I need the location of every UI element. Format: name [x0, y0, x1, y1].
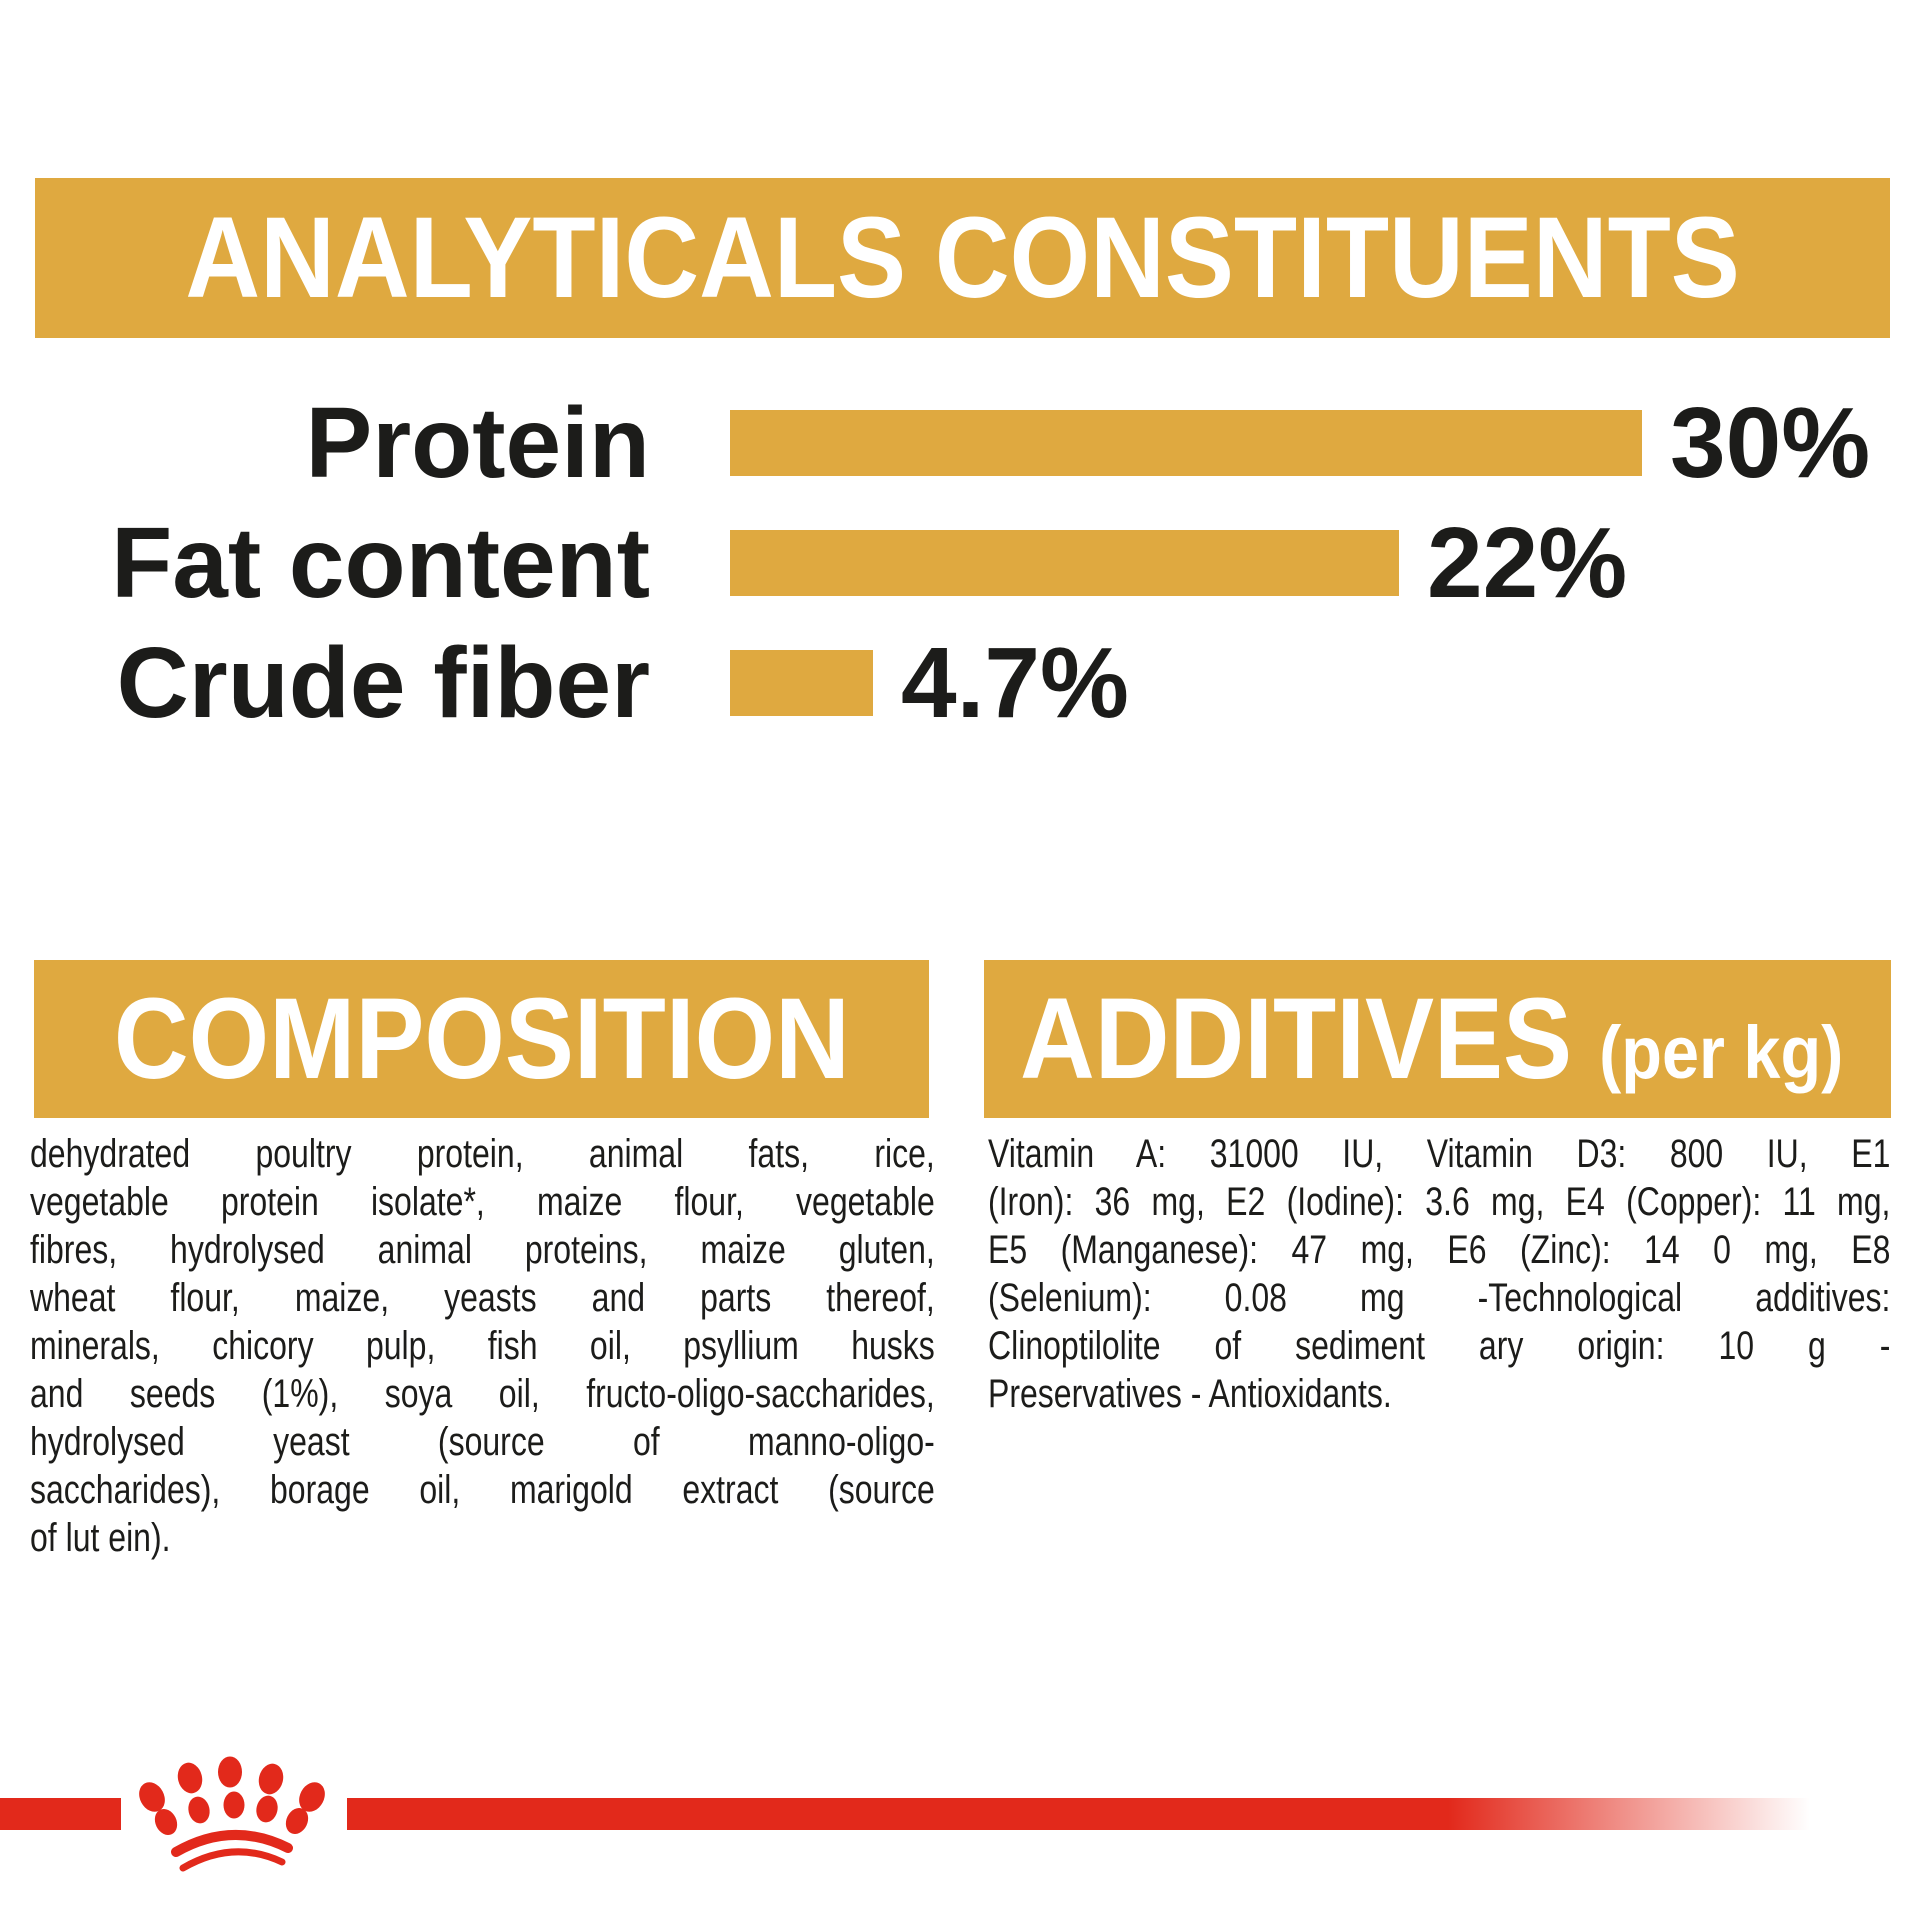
additives-text-line: E5 (Manganese): 47 mg, E6 (Zinc): 14 0 m… [988, 1228, 1891, 1272]
chart-category-label: Crude fiber [116, 627, 650, 739]
footer-red-line-left [0, 1798, 121, 1830]
composition-header-bar: COMPOSITION [34, 960, 929, 1118]
royal-canin-crown-icon [139, 1756, 325, 1872]
composition-text-line: and seeds (1%), soya oil, fructo-oligo-s… [30, 1372, 935, 1416]
composition-text-line: minerals, chicory pulp, fish oil, psylli… [30, 1324, 935, 1368]
additives-header-bar: ADDITIVES (per kg) [984, 960, 1891, 1118]
chart-value-label: 30% [1670, 387, 1871, 499]
additives-text-line: (Selenium): 0.08 mg -Technological addit… [988, 1276, 1891, 1320]
analyticals-header-bar: ANALYTICALS CONSTITUENTS [35, 178, 1890, 338]
chart-bar [730, 650, 873, 716]
bar-chart: Protein 30% Fat content 22% Crude fiber 4.7% [0, 387, 1920, 790]
chart-bar [730, 410, 1642, 476]
chart-category-label: Fat content [111, 507, 650, 619]
composition-text-line: fibres, hydrolysed animal proteins, maiz… [30, 1228, 935, 1272]
composition-text-line: vegetable protein isolate*, maize flour,… [30, 1180, 935, 1224]
chart-category-label: Protein [305, 387, 650, 499]
additives-text-line: Preservatives - Antioxidants. [988, 1372, 1392, 1416]
additives-text: Vitamin A: 31000 IU, Vitamin D3: 800 IU,… [988, 1130, 1890, 1418]
chart-row: Crude fiber 4.7% [0, 627, 1920, 739]
analyticals-title: ANALYTICALS CONSTITUENTS [185, 193, 1740, 322]
composition-text-line: dehydrated poultry protein, animal fats,… [30, 1132, 935, 1176]
footer-red-line-right [347, 1798, 1920, 1830]
composition-text: dehydrated poultry protein, animal fats,… [30, 1130, 935, 1562]
chart-value-label: 22% [1427, 507, 1628, 619]
composition-text-line: wheat flour, maize, yeasts and parts the… [30, 1276, 935, 1320]
additives-title: ADDITIVES [1020, 974, 1573, 1103]
composition-text-line: hydrolysed yeast (source of manno-oligo- [30, 1420, 935, 1464]
composition-text-line: of lut ein). [30, 1516, 171, 1560]
chart-row: Protein 30% [0, 387, 1920, 499]
chart-bar [730, 530, 1399, 596]
chart-row: Fat content 22% [0, 507, 1920, 619]
composition-title: COMPOSITION [113, 974, 850, 1103]
additives-text-line: Clinoptilolite of sediment ary origin: 1… [988, 1324, 1891, 1368]
additives-text-line: Vitamin A: 31000 IU, Vitamin D3: 800 IU,… [988, 1132, 1891, 1176]
additives-per-kg-label: (per kg) [1599, 1010, 1844, 1094]
chart-value-label: 4.7% [901, 627, 1129, 739]
composition-text-line: saccharides), borage oil, marigold extra… [30, 1468, 935, 1512]
additives-text-line: (Iron): 36 mg, E2 (Iodine): 3.6 mg, E4 (… [988, 1180, 1891, 1224]
